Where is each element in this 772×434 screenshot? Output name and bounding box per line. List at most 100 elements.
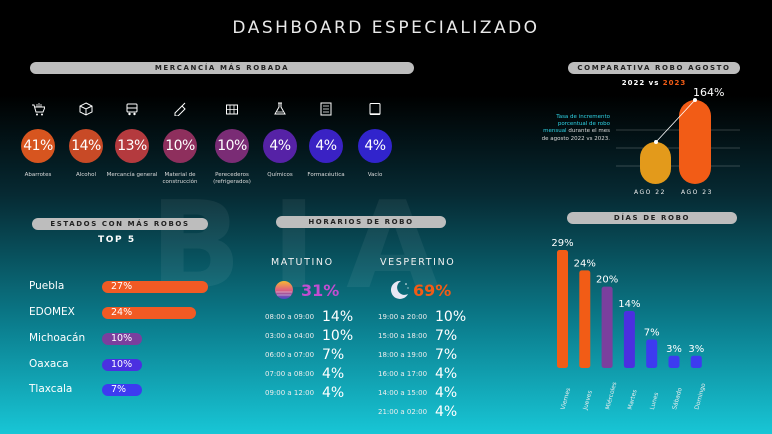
day-bar bbox=[646, 339, 658, 368]
time-range: 18:00 a 19:00 bbox=[378, 351, 428, 359]
time-value: 7% bbox=[435, 328, 458, 344]
day-value: 3% bbox=[688, 344, 704, 355]
time-range: 07:00 a 08:00 bbox=[265, 370, 315, 378]
point-ago22 bbox=[654, 140, 658, 144]
trowel-icon bbox=[173, 101, 187, 117]
day-value: 29% bbox=[551, 238, 573, 249]
merchandise-label: Mercancía general bbox=[106, 172, 158, 178]
sunrise-icon bbox=[275, 281, 293, 299]
vs-label: vs bbox=[648, 79, 660, 87]
time-range: 15:00 a 18:00 bbox=[378, 332, 428, 340]
note-highlight: Tasa de incremento porcentual de robo me… bbox=[543, 114, 610, 135]
state-name: Tlaxcala bbox=[29, 383, 73, 395]
time-value: 7% bbox=[322, 347, 345, 363]
days-header: DÍAS DE ROBO bbox=[567, 212, 737, 224]
merchandise-value: 41% bbox=[21, 129, 55, 163]
merchandise-value: 14% bbox=[69, 129, 103, 163]
time-range: 19:00 a 20:00 bbox=[378, 313, 428, 321]
evening-title: VESPERTINO bbox=[380, 257, 456, 268]
svg-text:BIA: BIA bbox=[150, 195, 469, 295]
morning-title: MATUTINO bbox=[271, 257, 334, 268]
day-label: Lunes bbox=[649, 392, 660, 411]
grocery-cart-icon bbox=[31, 101, 46, 116]
empty-box-icon bbox=[368, 101, 382, 115]
day-label: Jueves bbox=[582, 390, 594, 412]
merchandise-label: Vacío bbox=[367, 172, 383, 178]
day-bar bbox=[579, 270, 591, 368]
time-range: 08:00 a 09:00 bbox=[265, 313, 315, 321]
merchandise-value: 4% bbox=[309, 129, 343, 163]
label-ago22: AGO 22 bbox=[634, 189, 666, 196]
time-value: 4% bbox=[435, 385, 458, 401]
box-icon bbox=[79, 101, 93, 116]
day-bar bbox=[601, 286, 613, 368]
day-bar bbox=[690, 355, 702, 368]
day-value: 7% bbox=[644, 328, 660, 339]
flask-icon bbox=[273, 101, 287, 115]
state-name: Michoacán bbox=[29, 332, 86, 344]
comparison-value: 164% bbox=[693, 86, 725, 99]
merchandise-value: 4% bbox=[263, 129, 297, 163]
day-value: 14% bbox=[618, 299, 640, 310]
day-label: Miércoles bbox=[604, 381, 618, 410]
time-range: 09:00 a 12:00 bbox=[265, 389, 315, 397]
merchandise-label: Formacéutica bbox=[307, 172, 345, 178]
merchandise-value: 13% bbox=[115, 129, 149, 163]
state-bar: 24% bbox=[102, 307, 196, 319]
time-value: 4% bbox=[435, 404, 458, 420]
time-value: 14% bbox=[322, 309, 354, 325]
evening-total: 69% bbox=[413, 281, 452, 300]
year-2022: 2022 bbox=[621, 79, 646, 87]
merchandise-label: Perecederos (refrigerados) bbox=[213, 172, 251, 185]
bar-ago22 bbox=[640, 142, 671, 184]
merchandise-value: 10% bbox=[163, 129, 197, 163]
time-range: 14:00 a 15:00 bbox=[378, 389, 428, 397]
note-rest: durante el mes de agosto 2022 vs 2023. bbox=[541, 128, 610, 142]
comparison-chart bbox=[616, 98, 740, 184]
day-value: 24% bbox=[574, 258, 596, 269]
state-bar: 27% bbox=[102, 281, 208, 293]
day-bar bbox=[668, 355, 680, 368]
comparison-note: Tasa de incremento porcentual de robo me… bbox=[538, 114, 610, 143]
time-value: 4% bbox=[322, 385, 345, 401]
morning-total: 31% bbox=[301, 281, 340, 300]
state-name: Oaxaca bbox=[29, 358, 69, 370]
merchandise-label: Alcohol bbox=[75, 172, 97, 178]
top5-label: TOP 5 bbox=[98, 235, 136, 245]
merchandise-header: MERCANCÍA MÁS ROBADA bbox=[30, 62, 414, 74]
page-title: DASHBOARD ESPECIALIZADO bbox=[232, 18, 540, 38]
merchandise-label: Químicos bbox=[267, 172, 293, 178]
time-value: 4% bbox=[322, 366, 345, 382]
day-bar bbox=[623, 311, 635, 368]
state-name: Puebla bbox=[29, 280, 65, 292]
trend-line bbox=[655, 99, 696, 143]
watermark-logo: BIA bbox=[150, 195, 469, 295]
day-label: Viernes bbox=[560, 387, 573, 410]
crate-icon bbox=[225, 101, 239, 115]
point-ago23 bbox=[693, 98, 697, 102]
label-ago23: AGO 23 bbox=[681, 189, 713, 196]
state-name: EDOMEX bbox=[29, 306, 75, 318]
merchandise-value: 4% bbox=[358, 129, 392, 163]
day-label: Domingo bbox=[693, 382, 707, 410]
time-range: 16:00 a 17:00 bbox=[378, 370, 428, 378]
bar-ago23 bbox=[679, 100, 711, 184]
state-bar: 10% bbox=[102, 333, 142, 345]
time-value: 7% bbox=[435, 347, 458, 363]
comparison-header: COMPARATIVA ROBO AGOSTO bbox=[568, 62, 740, 74]
day-bar bbox=[557, 250, 568, 368]
merchandise-value: 10% bbox=[215, 129, 249, 163]
day-label: Martes bbox=[627, 389, 639, 411]
pharmacy-icon bbox=[319, 101, 333, 116]
day-label: Sábado bbox=[671, 387, 684, 411]
moon-icon bbox=[390, 280, 409, 299]
year-2023: 2023 bbox=[662, 79, 687, 87]
time-value: 10% bbox=[435, 309, 467, 325]
cart-icon bbox=[125, 101, 139, 116]
time-range: 21:00 a 02:00 bbox=[378, 408, 428, 416]
comparison-years: 2022 vs 2023 bbox=[568, 79, 740, 87]
merchandise-label: Abarrotes bbox=[24, 172, 52, 178]
days-chart: 29% Viernes 24% Jueves 20% Miércoles 14% Martes… bbox=[551, 238, 707, 412]
states-header: ESTADOS CON MÁS ROBOS bbox=[32, 218, 208, 230]
